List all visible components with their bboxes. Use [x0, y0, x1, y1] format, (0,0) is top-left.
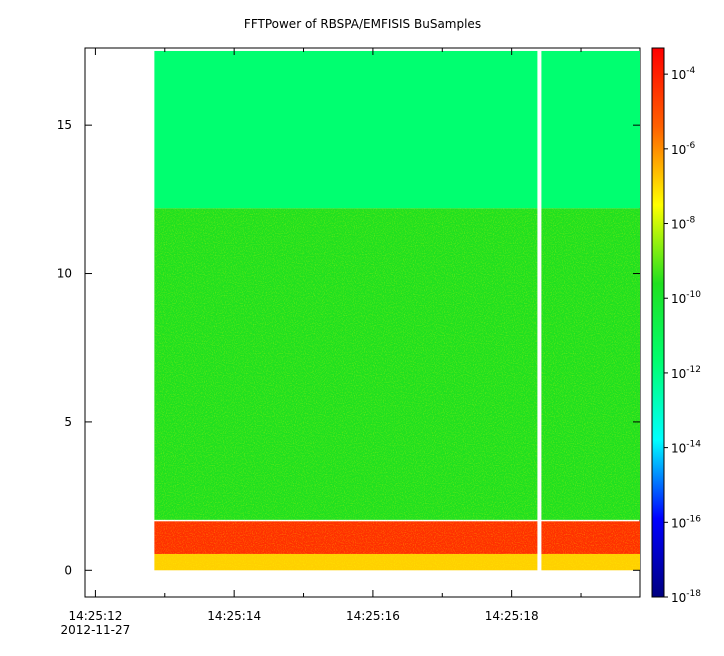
- colorbar-tick-label: 10-4: [671, 66, 696, 82]
- x-tick-label: 14:25:14: [207, 609, 261, 623]
- colorbar-tick-label: 10-8: [671, 216, 696, 232]
- colorbar: [651, 47, 665, 598]
- y-tick-label: 10: [57, 267, 72, 281]
- spectrogram-band-0: [154, 50, 640, 209]
- colorbar-tick-label: 10-18: [671, 589, 701, 605]
- spectrogram-speckle: [154, 208, 640, 571]
- colorbar-tick-label: 10-6: [671, 141, 696, 157]
- spectrogram-data: [154, 49, 640, 572]
- colorbar-tick-label: 10-14: [671, 440, 701, 456]
- x-tick-label: 14:25:12: [68, 609, 122, 623]
- chart-title: FFTPower of RBSPA/EMFISIS BuSamples: [243, 17, 482, 31]
- y-tick-label: 0: [64, 563, 72, 577]
- colorbar-tick-label: 10-10: [671, 290, 701, 306]
- colorbar-tick-label: 10-12: [671, 365, 701, 381]
- y-tick-label: 15: [57, 118, 72, 132]
- data-gap: [537, 49, 542, 572]
- y-tick-label: 5: [64, 415, 72, 429]
- x-tick-label: 14:25:18: [485, 609, 539, 623]
- x-tick-label: 14:25:16: [346, 609, 400, 623]
- colorbar-tick-label: 10-16: [671, 514, 701, 530]
- x-date-label: 2012-11-27: [61, 623, 131, 637]
